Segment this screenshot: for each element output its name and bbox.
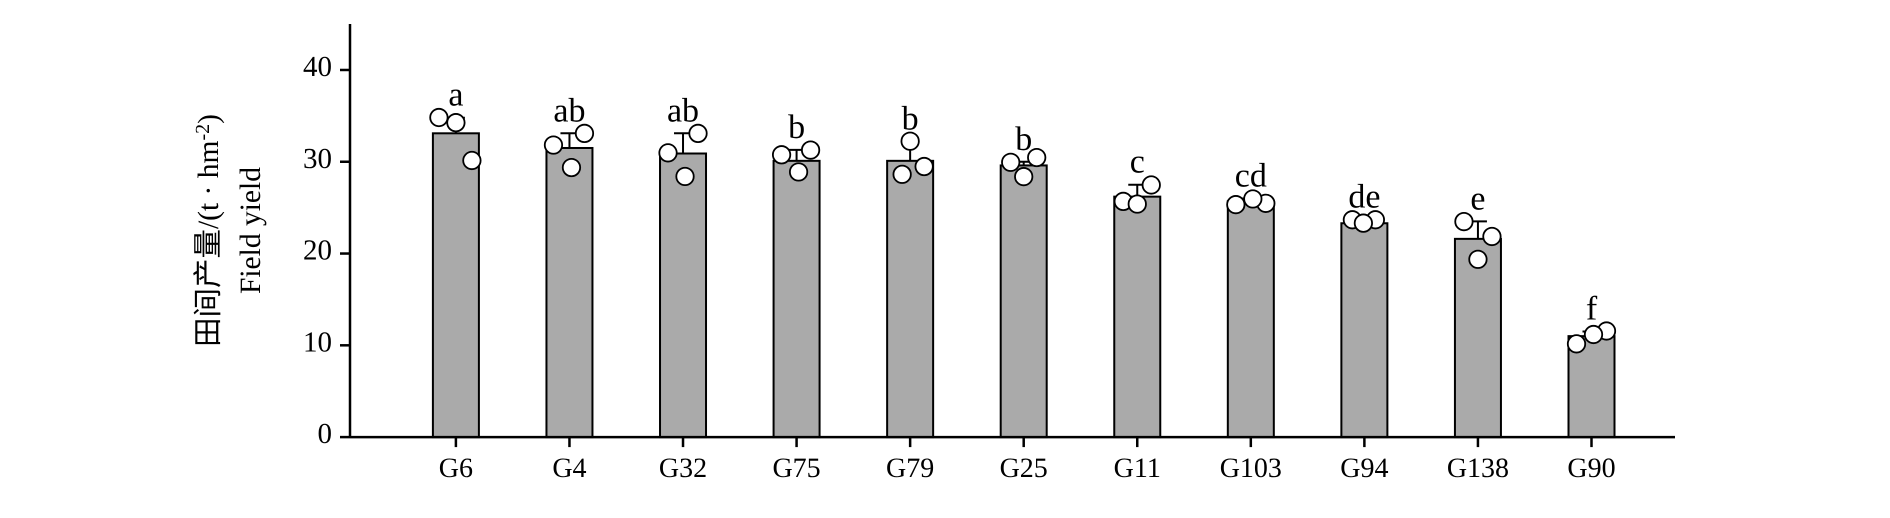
svg-text:G4: G4 — [552, 453, 586, 484]
svg-text:G90: G90 — [1567, 453, 1615, 484]
svg-text:G103: G103 — [1220, 453, 1282, 484]
svg-text:G32: G32 — [659, 453, 707, 484]
svg-text:ab: ab — [553, 92, 585, 129]
svg-text:G94: G94 — [1340, 453, 1388, 484]
svg-text:Field yield: Field yield — [235, 167, 267, 294]
svg-text:cd: cd — [1235, 157, 1267, 194]
svg-text:G25: G25 — [1000, 453, 1048, 484]
svg-text:10: 10 — [303, 326, 332, 358]
svg-text:de: de — [1348, 179, 1380, 216]
svg-text:30: 30 — [303, 143, 332, 175]
svg-text:f: f — [1586, 291, 1598, 328]
svg-text:20: 20 — [303, 235, 332, 267]
svg-text:G6: G6 — [439, 453, 473, 484]
svg-text:G75: G75 — [772, 453, 820, 484]
svg-text:G11: G11 — [1114, 453, 1161, 484]
svg-text:G79: G79 — [886, 453, 934, 484]
svg-text:b: b — [902, 101, 919, 138]
svg-text:b: b — [788, 109, 805, 146]
svg-text:ab: ab — [667, 92, 699, 129]
svg-text:0: 0 — [318, 418, 333, 450]
svg-text:田间产量/(t · hm-2): 田间产量/(t · hm-2) — [192, 114, 225, 347]
svg-text:e: e — [1470, 180, 1485, 217]
svg-text:c: c — [1130, 144, 1145, 181]
svg-text:40: 40 — [303, 51, 332, 83]
svg-text:G138: G138 — [1447, 453, 1509, 484]
svg-text:b: b — [1015, 121, 1032, 158]
svg-text:a: a — [448, 77, 463, 114]
